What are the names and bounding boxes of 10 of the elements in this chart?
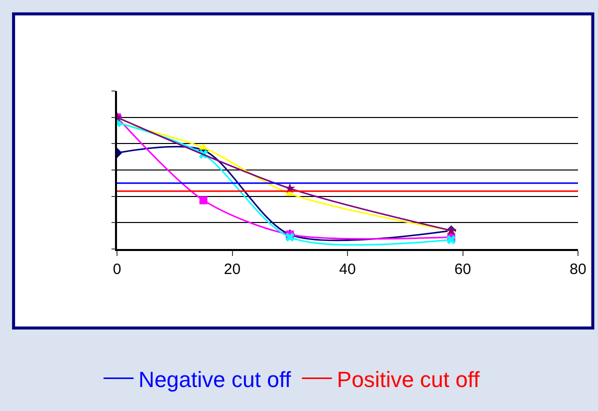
- legend-label: Positive cut off: [336, 366, 480, 392]
- point: [199, 196, 208, 204]
- x-tick-label: 0: [112, 260, 122, 278]
- x-tick-label: 80: [570, 260, 586, 278]
- x-tick-label: 40: [339, 260, 356, 278]
- point: [285, 232, 294, 242]
- x-tick-label: 60: [454, 260, 472, 278]
- x-tick-label: 20: [224, 260, 241, 278]
- point: [446, 235, 456, 244]
- legend-label: Negative cut off: [138, 366, 292, 392]
